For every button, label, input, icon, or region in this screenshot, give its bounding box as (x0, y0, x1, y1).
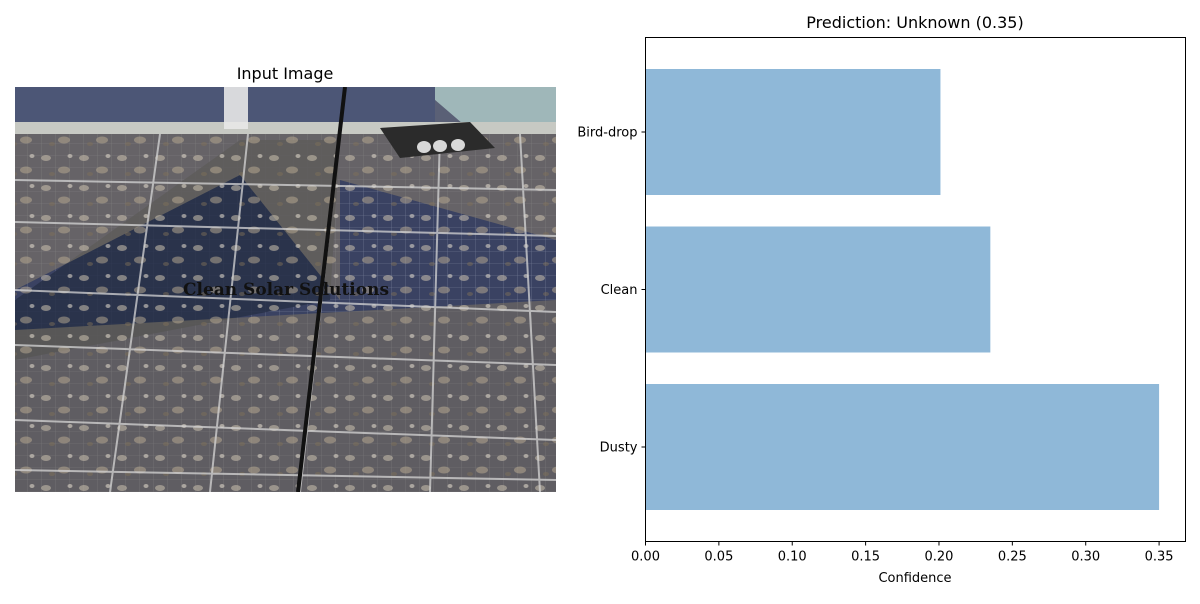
x-tick-label: 0.10 (778, 550, 807, 565)
y-tick-label: Bird-drop (577, 126, 637, 141)
x-tick-label: 0.05 (704, 550, 733, 565)
photo-center-rail (296, 87, 347, 492)
x-tick-label: 0.15 (851, 550, 880, 565)
photo-cleaning-robot (380, 122, 495, 158)
y-tick-label: Clean (601, 283, 638, 298)
bar-bird-drop (645, 69, 941, 195)
x-tick-label: 0.00 (631, 550, 660, 565)
x-tick-label: 0.35 (1145, 550, 1174, 565)
x-tick-label: 0.25 (998, 550, 1027, 565)
input-image-title: Input Image (237, 64, 334, 83)
x-tick-label: 0.30 (1071, 550, 1100, 565)
chart-title: Prediction: Unknown (0.35) (806, 13, 1023, 32)
bars-layer (645, 69, 1160, 510)
photo-watermark-text: Clean Solar Solutions (183, 280, 389, 300)
ticks-layer: Dusty Clean Bird-drop 0.00 0.05 0.10 0.15 0.20 0… (577, 126, 1173, 565)
x-tick-label: 0.20 (925, 550, 954, 565)
plot-area-frame (645, 37, 1186, 542)
input-image: Clean Solar Solutions (15, 87, 556, 492)
bar-clean (645, 226, 991, 353)
photo-worker (224, 87, 248, 129)
y-tick-label: Dusty (600, 441, 638, 456)
bar-dusty (645, 384, 1160, 510)
photo-dust-spots (15, 134, 556, 492)
x-axis-label: Confidence (878, 571, 951, 586)
